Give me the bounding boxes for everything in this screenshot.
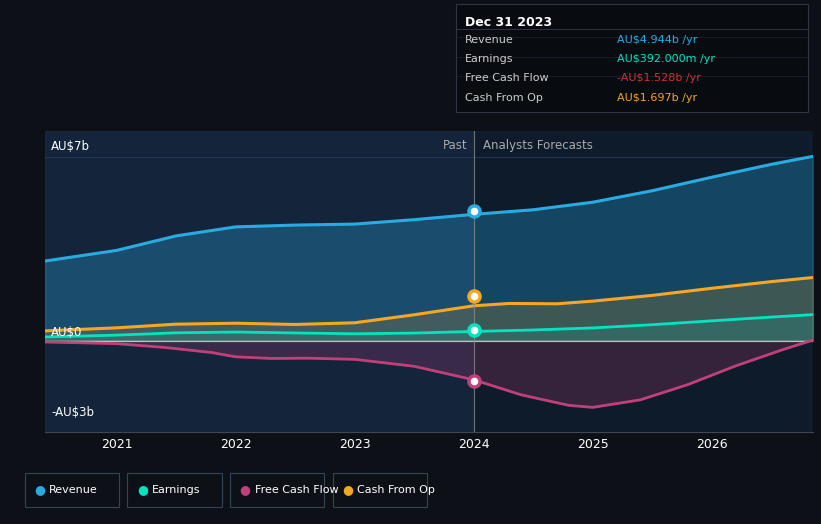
Text: AU$4.944b /yr: AU$4.944b /yr <box>617 35 697 45</box>
Text: Earnings: Earnings <box>465 54 513 64</box>
Text: -AU$3b: -AU$3b <box>51 406 94 419</box>
Text: Revenue: Revenue <box>465 35 513 45</box>
Text: Revenue: Revenue <box>49 485 98 495</box>
Text: AU$7b: AU$7b <box>51 140 90 153</box>
Text: ●: ● <box>137 484 148 496</box>
Text: Past: Past <box>443 139 468 152</box>
Text: AU$0: AU$0 <box>51 326 82 340</box>
Text: Earnings: Earnings <box>152 485 200 495</box>
Text: ●: ● <box>342 484 353 496</box>
Text: ●: ● <box>34 484 45 496</box>
Text: AU$1.697b /yr: AU$1.697b /yr <box>617 93 697 103</box>
Text: Free Cash Flow: Free Cash Flow <box>465 73 548 83</box>
Bar <box>45 131 474 432</box>
Text: Cash From Op: Cash From Op <box>465 93 543 103</box>
Text: ●: ● <box>240 484 250 496</box>
Text: Analysts Forecasts: Analysts Forecasts <box>483 139 593 152</box>
Text: AU$392.000m /yr: AU$392.000m /yr <box>617 54 714 64</box>
Text: Free Cash Flow: Free Cash Flow <box>255 485 338 495</box>
Text: Dec 31 2023: Dec 31 2023 <box>465 16 552 29</box>
Text: -AU$1.528b /yr: -AU$1.528b /yr <box>617 73 700 83</box>
Text: Cash From Op: Cash From Op <box>357 485 435 495</box>
